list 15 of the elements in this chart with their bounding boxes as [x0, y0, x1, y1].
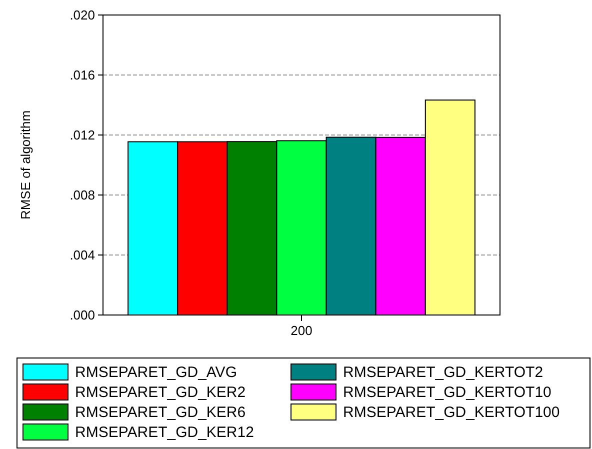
y-tick-label: .012: [70, 128, 95, 143]
y-axis-title: RMSE of algorithm: [18, 110, 33, 220]
legend-label: RMSEPARET_GD_KER12: [75, 424, 254, 441]
x-tick-label: 200: [290, 323, 312, 338]
y-tick-label: .000: [70, 308, 95, 323]
legend-label: RMSEPARET_GD_KERTOT100: [343, 404, 560, 421]
y-tick-label: .008: [70, 188, 95, 203]
y-tick-label: .016: [70, 68, 95, 83]
legend-label: RMSEPARET_GD_KERTOT2: [343, 364, 544, 381]
legend-label: RMSEPARET_GD_KERTOT10: [343, 384, 552, 401]
legend-label: RMSEPARET_GD_KER2: [75, 384, 246, 401]
legend-label: RMSEPARET_GD_AVG: [75, 364, 237, 381]
legend-label: RMSEPARET_GD_KER6: [75, 404, 246, 421]
y-tick-label: .004: [70, 248, 95, 263]
y-tick-label: .020: [70, 8, 95, 23]
